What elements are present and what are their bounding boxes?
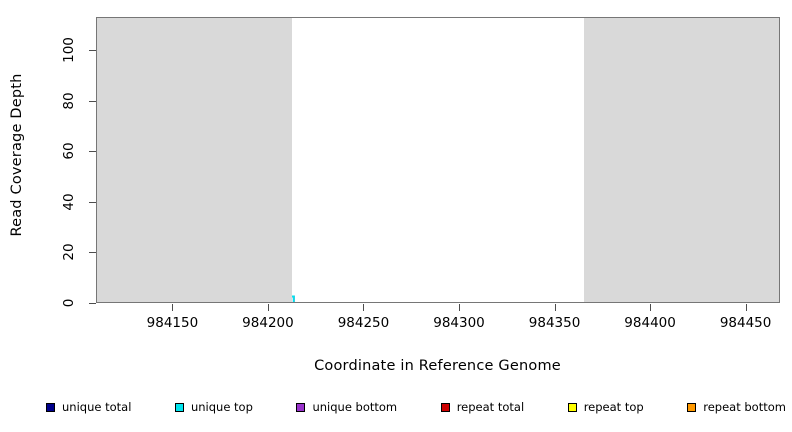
y-tick-label-60: 60 (61, 142, 77, 160)
x-tick-984200 (267, 304, 269, 311)
x-tick-984250 (363, 304, 365, 311)
legend-swatch-icon (174, 402, 184, 412)
x-tick-label-984150: 984150 (146, 315, 199, 331)
x-tick-984450 (745, 304, 747, 311)
legend-item-unique-total: unique total (46, 400, 131, 414)
legend-swatch-icon (567, 402, 577, 412)
legend-item-unique-bottom: unique bottom (296, 400, 397, 414)
x-tick-label-984300: 984300 (433, 315, 485, 331)
legend-item-repeat-bottom: repeat bottom (687, 400, 786, 414)
y-tick-60 (89, 151, 96, 153)
x-tick-984300 (459, 304, 461, 311)
y-axis-title: Read Coverage Depth (9, 73, 25, 237)
shaded-region-1 (584, 18, 779, 302)
x-tick-984150 (172, 304, 174, 311)
legend-label: repeat top (583, 400, 644, 414)
y-tick-label-40: 40 (61, 193, 77, 211)
legend-label: repeat bottom (703, 400, 786, 414)
legend-swatch-icon (687, 402, 697, 412)
legend-swatch-icon (296, 402, 306, 412)
y-tick-0 (89, 303, 96, 304)
legend-item-repeat-total: repeat total (440, 400, 525, 414)
shaded-region-0 (97, 18, 292, 302)
y-tick-label-100: 100 (61, 37, 77, 63)
x-axis-title: Coordinate in Reference Genome (314, 358, 561, 374)
x-tick-label-984250: 984250 (337, 315, 390, 331)
y-tick-label-80: 80 (61, 91, 77, 110)
x-tick-984350 (554, 304, 556, 311)
legend-label: repeat total (456, 400, 525, 414)
legend-label: unique total (62, 400, 132, 414)
x-tick-label-984400: 984400 (624, 315, 676, 331)
legend-swatch-icon (46, 402, 55, 412)
x-tick-984400 (650, 304, 652, 311)
legend-item-unique-top: unique top (174, 400, 253, 414)
plot-area (96, 17, 780, 303)
y-tick-20 (89, 252, 96, 254)
legend-label: unique bottom (312, 400, 398, 414)
legend-swatch-icon (440, 402, 450, 412)
y-tick-100 (89, 49, 96, 51)
x-tick-label-984200: 984200 (242, 315, 294, 331)
y-tick-label-0: 0 (61, 298, 77, 308)
y-tick-40 (89, 201, 96, 203)
legend-label: unique top (190, 400, 253, 414)
legend-item-repeat-top: repeat top (567, 400, 644, 414)
chart-legend: unique total unique top unique bottom repea… (46, 398, 786, 416)
x-tick-label-984450: 984450 (719, 315, 772, 331)
y-tick-80 (89, 100, 96, 102)
y-tick-label-20: 20 (61, 243, 77, 261)
x-tick-label-984350: 984350 (528, 315, 581, 331)
